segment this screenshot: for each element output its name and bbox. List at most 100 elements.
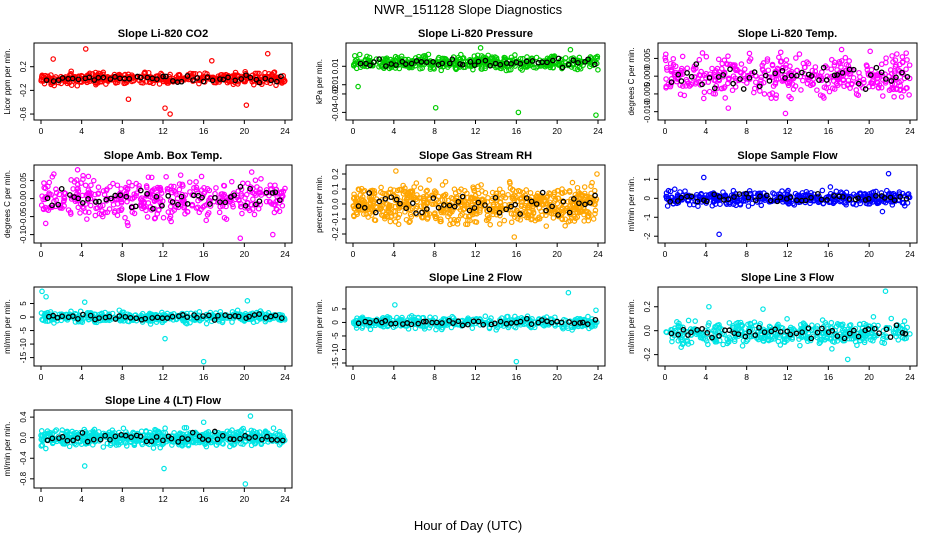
hourly-point <box>243 72 249 79</box>
data-point <box>519 67 525 73</box>
data-point <box>881 340 888 346</box>
data-point <box>678 334 685 341</box>
hourly-point <box>743 190 749 197</box>
y-tick-label: -15 <box>19 351 28 363</box>
data-point <box>781 336 788 342</box>
x-tick-label: 12 <box>158 126 168 136</box>
hourly-point <box>424 206 430 212</box>
data-point <box>702 336 709 342</box>
hourly-point <box>204 74 211 81</box>
data-point <box>878 84 885 91</box>
data-point <box>846 193 852 200</box>
data-point <box>273 206 280 212</box>
data-point <box>758 202 765 209</box>
data-point-outlier <box>162 105 168 111</box>
data-point <box>738 61 745 67</box>
data-point <box>398 187 404 193</box>
data-point <box>726 334 732 341</box>
data-point <box>426 177 432 183</box>
hourly-point <box>766 78 773 84</box>
data-point <box>739 343 746 349</box>
hourly-point <box>668 79 675 85</box>
data-point <box>164 186 171 192</box>
y-axis-label: Licor ppm per min. <box>3 48 12 114</box>
hourly-point <box>831 193 837 199</box>
data-point <box>737 319 744 326</box>
hourly-point <box>100 74 107 81</box>
hourly-point <box>802 197 809 204</box>
hourly-point <box>43 77 50 84</box>
hourly-point <box>592 316 599 323</box>
data-point <box>168 218 174 225</box>
data-point <box>165 209 172 215</box>
data-point <box>688 332 695 338</box>
x-tick-label: 0 <box>351 249 356 259</box>
data-point <box>406 219 412 226</box>
data-point <box>46 179 53 186</box>
data-point <box>799 77 806 84</box>
data-point <box>706 88 713 95</box>
data-point <box>527 189 534 196</box>
hourly-point <box>80 311 86 318</box>
hourly-point <box>571 320 578 327</box>
x-tick-label: 8 <box>120 372 125 382</box>
data-point <box>68 211 74 217</box>
y-tick-label: 0.2 <box>643 301 652 313</box>
hourly-point <box>446 60 453 67</box>
hourly-point <box>184 201 191 207</box>
hourly-point <box>403 205 409 212</box>
data-point <box>429 317 436 323</box>
data-point <box>664 203 671 209</box>
hourly-point <box>715 74 722 80</box>
hourly-point <box>862 197 869 203</box>
y-tick-label: -15 <box>331 357 340 369</box>
y-tick-label: -0.1 <box>331 212 340 226</box>
y-axis-label: ml/min per min. <box>3 422 12 477</box>
hourly-point <box>127 314 134 321</box>
data-point <box>749 200 756 207</box>
hourly-point <box>133 315 140 322</box>
data-point-outlier <box>244 298 251 304</box>
data-point <box>769 74 775 81</box>
data-point <box>99 310 105 317</box>
y-tick-label: -0.2 <box>331 227 340 241</box>
hourly-point <box>756 324 762 331</box>
x-tick-label: 16 <box>512 249 522 259</box>
y-tick-label: 5 <box>331 306 340 311</box>
hourly-point <box>709 334 715 341</box>
x-tick-label: 16 <box>199 372 209 382</box>
hourly-point <box>413 210 419 217</box>
y-tick-label: 5 <box>19 301 28 306</box>
data-point <box>709 65 715 72</box>
data-point <box>500 193 506 200</box>
data-point-outlier <box>760 306 766 312</box>
data-point <box>784 316 790 322</box>
data-point <box>707 71 713 77</box>
hourly-point <box>819 325 825 332</box>
data-point <box>741 66 748 72</box>
data-point <box>687 326 694 332</box>
hourly-point <box>67 192 73 198</box>
scatter-points <box>350 168 600 240</box>
hourly-point <box>108 195 114 202</box>
hourly-point <box>544 59 550 66</box>
y-axis-label: ml/min per min. <box>627 177 636 232</box>
y-tick-label: -1 <box>643 213 652 221</box>
data-point <box>788 95 794 102</box>
hourly-point <box>256 79 263 86</box>
panel-title: Slope Line 1 Flow <box>117 272 210 284</box>
data-point <box>797 342 803 349</box>
hourly-point <box>824 197 830 203</box>
data-point <box>897 87 903 94</box>
data-point-outlier <box>432 104 439 111</box>
hourly-point <box>50 312 57 319</box>
data-point <box>668 68 675 75</box>
hourly-point <box>784 328 791 335</box>
data-point-outlier <box>50 56 57 62</box>
data-point <box>800 332 806 339</box>
data-point <box>783 199 790 205</box>
data-point <box>541 199 548 205</box>
data-point <box>724 61 731 68</box>
hourly-point <box>570 57 577 64</box>
data-point <box>836 58 843 65</box>
